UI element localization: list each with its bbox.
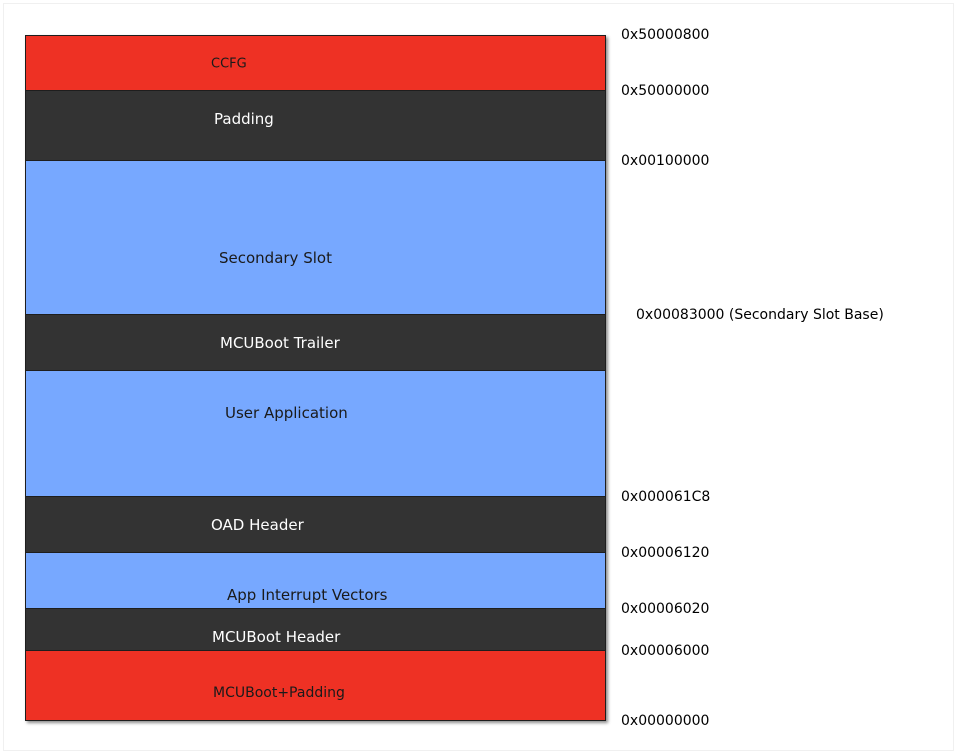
address-label: 0x00083000 (Secondary Slot Base) bbox=[636, 307, 884, 323]
region-mcuboot-padding: MCUBoot+Padding bbox=[25, 651, 606, 721]
diagram-frame bbox=[3, 3, 954, 751]
region-app-interrupt-vectors: App Interrupt Vectors bbox=[25, 553, 606, 609]
region-padding: Padding bbox=[25, 91, 606, 161]
region-label-user-application: User Application bbox=[225, 404, 348, 422]
region-ccfg: CCFG bbox=[25, 35, 606, 91]
memory-map: CCFG Padding Secondary Slot MCUBoot Trailer… bbox=[25, 35, 606, 721]
region-label-mcuboot-padding: MCUBoot+Padding bbox=[213, 685, 345, 701]
region-secondary-slot: Secondary Slot bbox=[25, 161, 606, 315]
region-oad-header: OAD Header bbox=[25, 497, 606, 553]
region-label-mcuboot-header: MCUBoot Header bbox=[212, 628, 341, 646]
region-mcuboot-header: MCUBoot Header bbox=[25, 609, 606, 651]
region-label-padding: Padding bbox=[214, 110, 274, 128]
region-label-app-interrupt-vectors: App Interrupt Vectors bbox=[227, 586, 388, 604]
region-mcuboot-trailer: MCUBoot Trailer bbox=[25, 315, 606, 371]
address-label: 0x00100000 bbox=[621, 153, 710, 169]
address-label: 0x50000800 bbox=[621, 27, 710, 43]
region-label-ccfg: CCFG bbox=[211, 56, 247, 72]
region-label-secondary-slot: Secondary Slot bbox=[219, 249, 332, 267]
region-label-oad-header: OAD Header bbox=[211, 516, 304, 534]
address-label: 0x00006020 bbox=[621, 601, 710, 617]
address-label: 0x00006120 bbox=[621, 545, 710, 561]
region-user-application: User Application bbox=[25, 371, 606, 497]
address-label: 0x00006000 bbox=[621, 643, 710, 659]
region-label-mcuboot-trailer: MCUBoot Trailer bbox=[220, 334, 340, 352]
address-label: 0x50000000 bbox=[621, 83, 710, 99]
address-label: 0x000061C8 bbox=[621, 489, 711, 505]
address-label: 0x00000000 bbox=[621, 713, 710, 729]
